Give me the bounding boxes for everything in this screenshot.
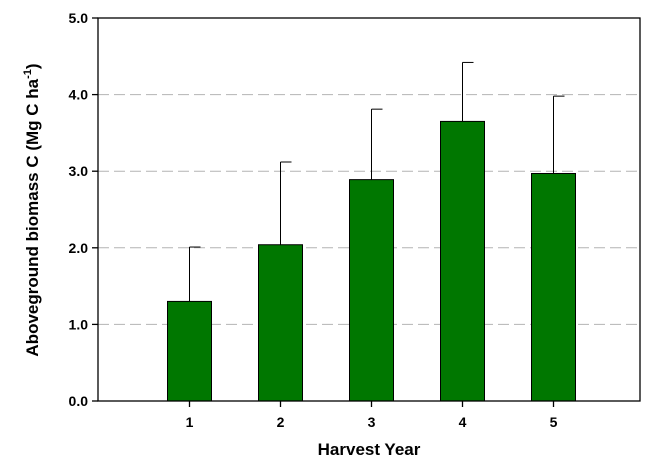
x-tick-label-2: 2 bbox=[277, 414, 285, 430]
plot-frame bbox=[97, 17, 641, 402]
bar-1 bbox=[167, 300, 212, 402]
x-axis-ticks: 1 2 3 4 5 bbox=[186, 401, 558, 430]
x-axis-title: Harvest Year bbox=[318, 440, 421, 459]
y-tick-label-0: 0.0 bbox=[69, 393, 89, 409]
x-tick-label-3: 3 bbox=[368, 414, 376, 430]
bars bbox=[167, 120, 576, 402]
y-tick-label-4: 4.0 bbox=[69, 87, 89, 103]
x-tick-label-4: 4 bbox=[459, 414, 467, 430]
y-axis-title: Aboveground biomass C (Mg C ha-1) bbox=[22, 63, 42, 356]
y-axis-title-main: Aboveground biomass C (Mg C ha bbox=[23, 78, 42, 356]
bar-5 bbox=[531, 172, 576, 402]
bar-3 bbox=[349, 179, 394, 402]
error-bars bbox=[189, 61, 565, 302]
y-tick-label-2: 2.0 bbox=[69, 240, 89, 256]
bar-2 bbox=[258, 244, 303, 402]
y-tick-label-1: 1.0 bbox=[69, 316, 89, 332]
x-tick-label-1: 1 bbox=[186, 414, 194, 430]
x-tick-label-5: 5 bbox=[550, 414, 558, 430]
y-axis-title-close: ) bbox=[23, 63, 42, 69]
y-tick-label-3: 3.0 bbox=[69, 163, 89, 179]
bar-4 bbox=[440, 120, 485, 402]
y-tick-label-5: 5.0 bbox=[69, 10, 89, 26]
y-axis-ticks: 0.0 1.0 2.0 3.0 4.0 5.0 bbox=[69, 10, 98, 409]
y-axis-title-superscript: -1 bbox=[22, 69, 34, 79]
